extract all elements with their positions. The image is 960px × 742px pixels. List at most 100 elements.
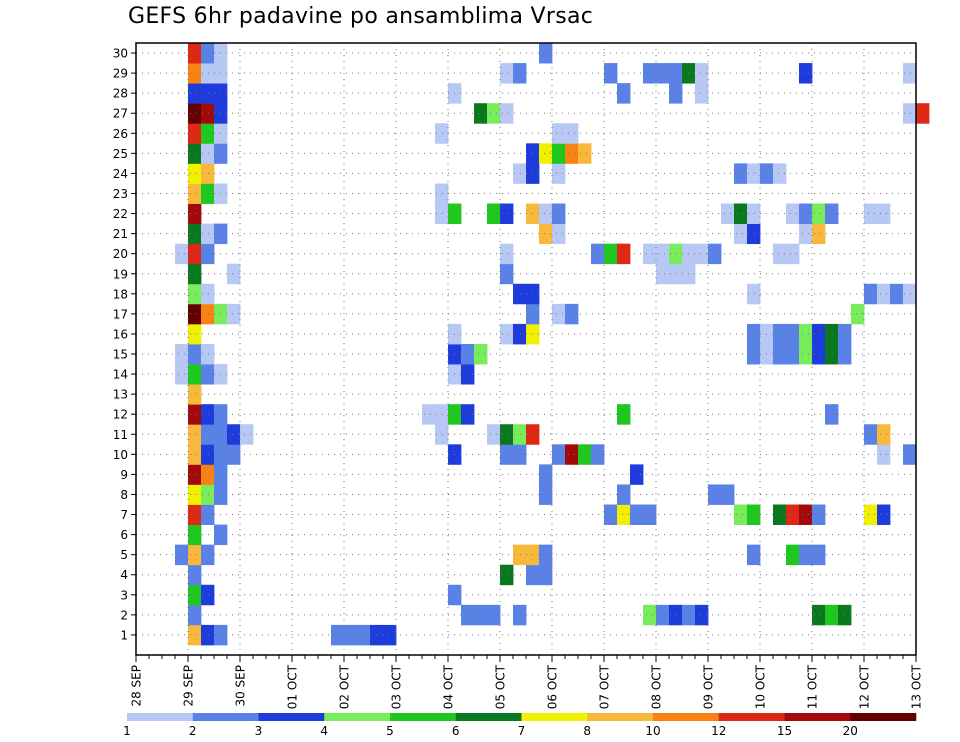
heatmap-cell [188,143,202,164]
y-tick-label: 19 [113,267,128,281]
heatmap-cell [747,544,761,566]
heatmap-cell [708,243,722,265]
heatmap-cell [188,103,202,124]
x-tick-label: 10 OCT [754,664,768,709]
heatmap-cell [799,504,813,525]
x-tick-label: 08 OCT [650,664,664,709]
heatmap-cell [188,83,202,104]
y-tick-label: 26 [113,127,128,141]
x-tick-label: 05 OCT [494,664,508,709]
heatmap-cell [188,343,202,365]
y-tick-label: 14 [113,368,128,382]
heatmap-cell [903,103,917,124]
heatmap-cell [799,223,813,245]
heatmap-cell [773,343,787,365]
heatmap-cell [552,203,566,224]
heatmap-cell [461,343,475,365]
heatmap-cell [461,364,475,385]
heatmap-cell [188,524,202,546]
heatmap-cell [539,43,553,64]
heatmap-cell [864,424,878,445]
heatmap-cell [227,303,241,325]
heatmap-cell [188,424,202,445]
heatmap-cell [786,243,800,265]
colorbar-swatch [653,713,720,721]
y-tick-label: 4 [120,568,128,582]
heatmap-cell [188,203,202,224]
heatmap-cell [201,283,215,305]
heatmap-cell [591,243,605,265]
heatmap-cell [188,484,202,505]
heatmap-cell [513,283,527,305]
heatmap-cell [669,63,683,84]
heatmap-cell [799,63,813,84]
heatmap-cell [201,404,215,425]
heatmap-cell [747,323,761,345]
heatmap-cell [474,103,488,124]
heatmap-cell [773,163,787,184]
x-tick-label: 11 OCT [806,664,820,709]
x-tick-label: 28 SEP [130,665,144,707]
y-tick-label: 30 [113,47,128,61]
heatmap-cell [552,223,566,245]
y-tick-label: 6 [120,528,128,542]
heatmap-cell [812,544,826,566]
heatmap-cell [565,143,579,164]
heatmap-cell [383,624,397,646]
heatmap-cell [487,203,501,224]
y-tick-label: 1 [120,628,128,642]
heatmap-cell [656,263,670,285]
heatmap-cell [188,584,202,606]
y-tick-label: 29 [113,67,128,81]
heatmap-cell [201,364,215,385]
heatmap-cell [669,263,683,285]
x-tick-label: 07 OCT [598,664,612,709]
heatmap-cell [773,243,787,265]
x-tick-label: 02 OCT [338,664,352,709]
colorbar-swatch [784,713,851,721]
heatmap-cell [513,163,527,184]
heatmap-cell [747,223,761,245]
heatmap-cell [344,624,358,646]
heatmap-cell [877,424,891,445]
heatmap-cell [201,223,215,245]
heatmap-cell [825,323,839,345]
heatmap-cell [201,123,215,144]
heatmap-cell [617,243,631,265]
y-tick-label: 13 [113,388,128,402]
colorbar-swatch [455,713,522,721]
colorbar-label: 3 [255,724,263,738]
heatmap-cell [630,504,644,525]
heatmap-cell [500,424,514,445]
heatmap-cell [617,484,631,505]
y-tick-label: 8 [120,488,128,502]
heatmap-cell [799,323,813,345]
heatmap-cell [747,343,761,365]
y-tick-label: 9 [120,468,128,482]
heatmap-cell [591,444,605,465]
heatmap-cell [812,504,826,525]
heatmap-cell [630,464,644,485]
heatmap-cell [721,203,735,224]
heatmap-cell [552,163,566,184]
heatmap-cell [201,103,215,124]
heatmap-cell [851,303,865,325]
heatmap-cell [747,203,761,224]
heatmap-cell [188,183,202,204]
heatmap-cell [786,323,800,345]
heatmap-cell [773,323,787,345]
colorbar-label: 6 [452,724,460,738]
colorbar-label: 20 [843,724,858,738]
heatmap-cell [552,444,566,465]
x-tick-label: 13 OCT [910,664,924,709]
heatmap-cell [539,484,553,505]
heatmap-cell [786,203,800,224]
heatmap-cell [825,604,839,626]
x-tick-label: 06 OCT [546,664,560,709]
heatmap-cell [188,163,202,184]
colorbar: 1 2 3 4 5 6 7 8 10 12 15 20 [123,713,917,738]
y-axis: 1234567891011121314151617181920212223242… [113,47,136,642]
heatmap-cell [812,203,826,224]
colorbar-swatch [587,713,654,721]
